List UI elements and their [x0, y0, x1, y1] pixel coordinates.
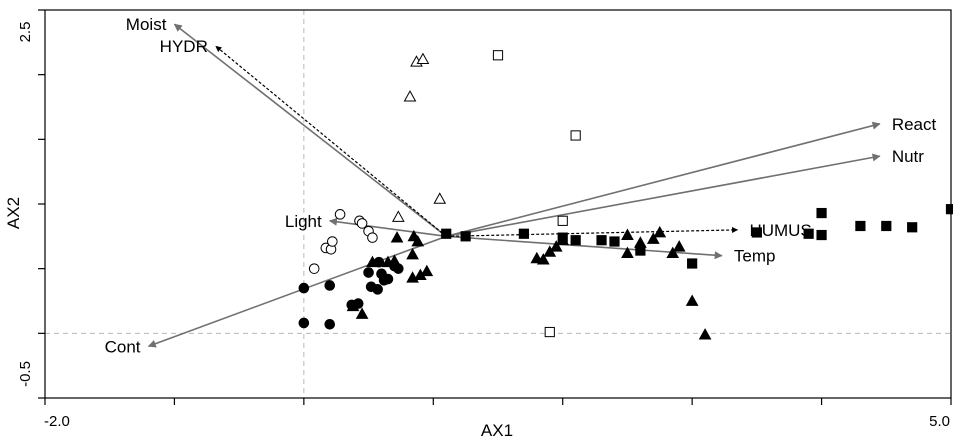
- filled-triangle-point: [653, 225, 667, 238]
- zero-lines: [45, 10, 951, 398]
- filled-circle-point: [382, 273, 394, 285]
- y-tick-label-max: 2.5: [17, 22, 34, 43]
- x-tick-label-min: -2.0: [44, 413, 70, 430]
- filled-circle-point: [363, 267, 374, 278]
- open-circle-point: [308, 263, 320, 274]
- filled-triangle-point: [406, 247, 419, 260]
- open-circle-point: [334, 209, 346, 220]
- vector-hydr-label: HYDR: [160, 37, 208, 56]
- open-square-point: [570, 130, 581, 141]
- sample-points: [298, 50, 953, 340]
- filled-square-point: [596, 235, 607, 246]
- filled-circle-point: [324, 280, 336, 291]
- open-square-point: [492, 50, 504, 61]
- filled-triangle-point: [685, 294, 699, 306]
- filled-circle-point: [324, 318, 336, 330]
- filled-square-point: [855, 220, 866, 232]
- vector-nutr-arrow: [446, 153, 881, 238]
- open-square-point: [557, 215, 568, 226]
- vector-humus-arrow: [446, 226, 739, 237]
- open-circle-point: [327, 236, 338, 247]
- vector-hydr-arrow: [215, 45, 447, 237]
- plot-frame: [44, 9, 952, 399]
- filled-triangle-point: [355, 307, 369, 319]
- vector-react-label: React: [892, 115, 937, 134]
- open-triangle-point: [416, 52, 430, 65]
- filled-triangle-point: [621, 246, 634, 259]
- open-circle-point: [367, 232, 378, 243]
- filled-square-point: [816, 207, 827, 219]
- filled-square-point: [570, 235, 581, 246]
- filled-square-point: [441, 228, 452, 239]
- y-tick-label-min: -0.5: [17, 361, 34, 387]
- filled-square-point: [557, 232, 568, 243]
- axis-ticks: [38, 9, 952, 405]
- filled-triangle-point: [388, 254, 401, 266]
- filled-square-point: [460, 231, 471, 242]
- filled-square-point: [609, 236, 620, 247]
- filled-triangle-point: [536, 253, 550, 265]
- filled-triangle-point: [549, 240, 563, 252]
- filled-triangle-point: [672, 240, 686, 252]
- filled-triangle-point: [390, 231, 404, 243]
- vector-nutr-label: Nutr: [892, 147, 924, 166]
- open-circle-point: [356, 218, 368, 229]
- x-axis-title: AX1: [481, 421, 513, 440]
- filled-square-point: [751, 227, 762, 238]
- filled-triangle-point: [346, 299, 360, 312]
- filled-square-point: [907, 222, 918, 233]
- vector-humus-label: HUMUS: [749, 221, 811, 240]
- filled-square-point: [518, 228, 529, 239]
- open-triangle-point: [433, 192, 447, 204]
- environmental-vectors: Moist React Nutr Temp Cont Light HYDR HUMUS: [105, 15, 937, 356]
- filled-square-point: [816, 229, 827, 241]
- open-triangle-point: [403, 90, 417, 102]
- vector-temp-label: Temp: [734, 247, 776, 266]
- filled-triangle-point: [621, 228, 634, 240]
- filled-circle-point: [298, 282, 310, 294]
- open-square-point: [544, 326, 555, 338]
- filled-square-point: [803, 228, 814, 239]
- open-triangle-point: [391, 210, 405, 222]
- vector-moist-arrow: [173, 23, 447, 237]
- filled-triangle-point: [646, 232, 660, 244]
- filled-triangle-point: [698, 328, 712, 340]
- vector-light-arrow: [328, 217, 447, 238]
- filled-square-point: [635, 245, 646, 256]
- filled-circle-point: [298, 317, 310, 329]
- vector-cont-arrow: [147, 235, 447, 348]
- vector-light-label: Light: [285, 212, 322, 231]
- filled-triangle-point: [366, 255, 379, 268]
- filled-square-point: [687, 258, 698, 269]
- x-tick-label-max: 5.0: [929, 413, 950, 430]
- vector-react-arrow: [446, 121, 881, 238]
- filled-square-point: [881, 220, 892, 232]
- filled-triangle-point: [666, 246, 680, 259]
- filled-circle-point: [372, 284, 383, 295]
- filled-triangle-point: [411, 234, 425, 247]
- vector-moist-label: Moist: [126, 15, 167, 34]
- vector-cont-label: Cont: [105, 337, 141, 356]
- y-axis-title: AX2: [4, 197, 23, 229]
- filled-triangle-point: [420, 264, 434, 277]
- filled-square-point: [945, 204, 953, 215]
